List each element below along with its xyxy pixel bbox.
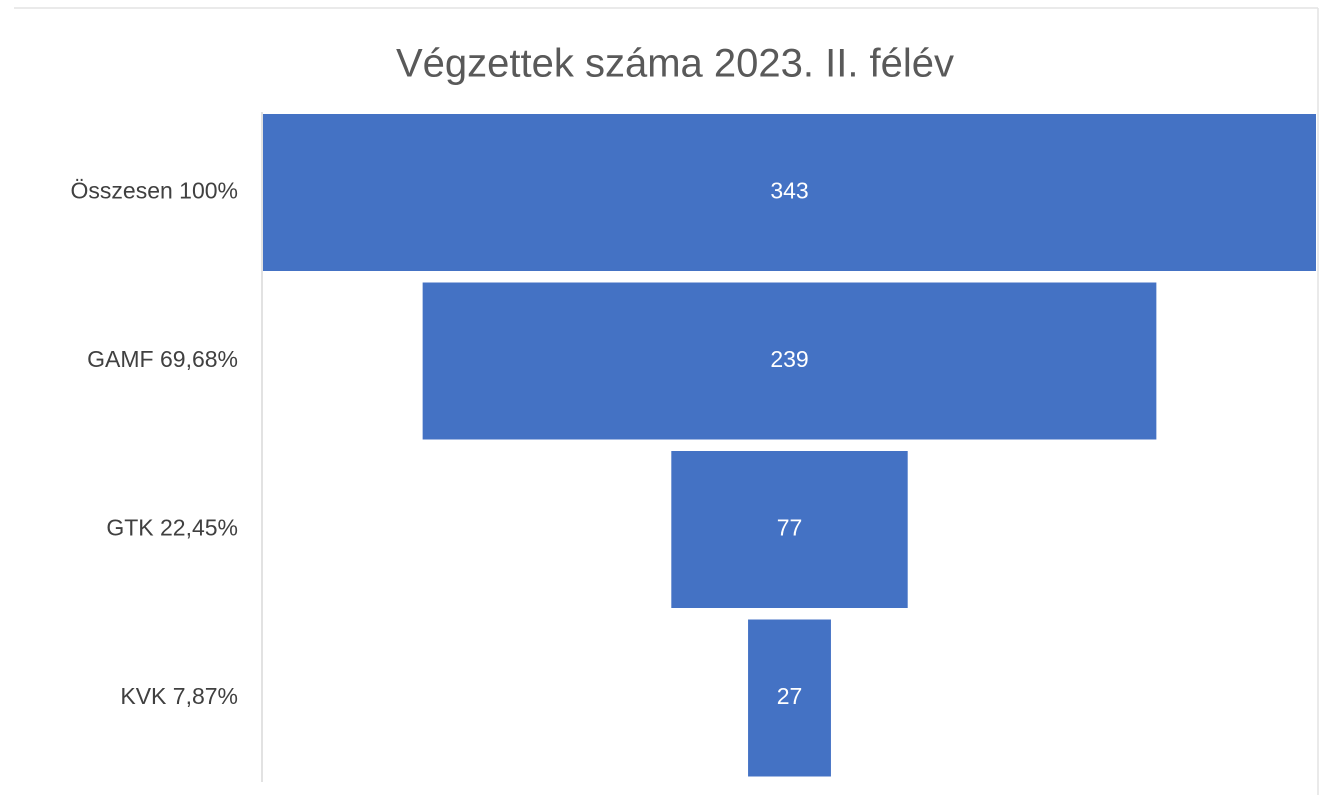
- funnel-bar: [748, 619, 831, 777]
- data-label: 77: [777, 515, 803, 541]
- data-label: 27: [777, 683, 803, 709]
- funnel-bar: [422, 282, 1157, 440]
- category-label: Összesen 100%: [71, 178, 238, 204]
- category-label: GAMF 69,68%: [87, 346, 238, 372]
- data-label: 343: [770, 178, 808, 204]
- funnel-bar: [263, 114, 1316, 271]
- category-label: GTK 22,45%: [106, 515, 238, 541]
- category-label: KVK 7,87%: [120, 683, 238, 709]
- funnel-bar: [671, 451, 908, 608]
- chart-title: Végzettek száma 2023. II. félév: [396, 42, 954, 86]
- data-label: 239: [770, 346, 808, 372]
